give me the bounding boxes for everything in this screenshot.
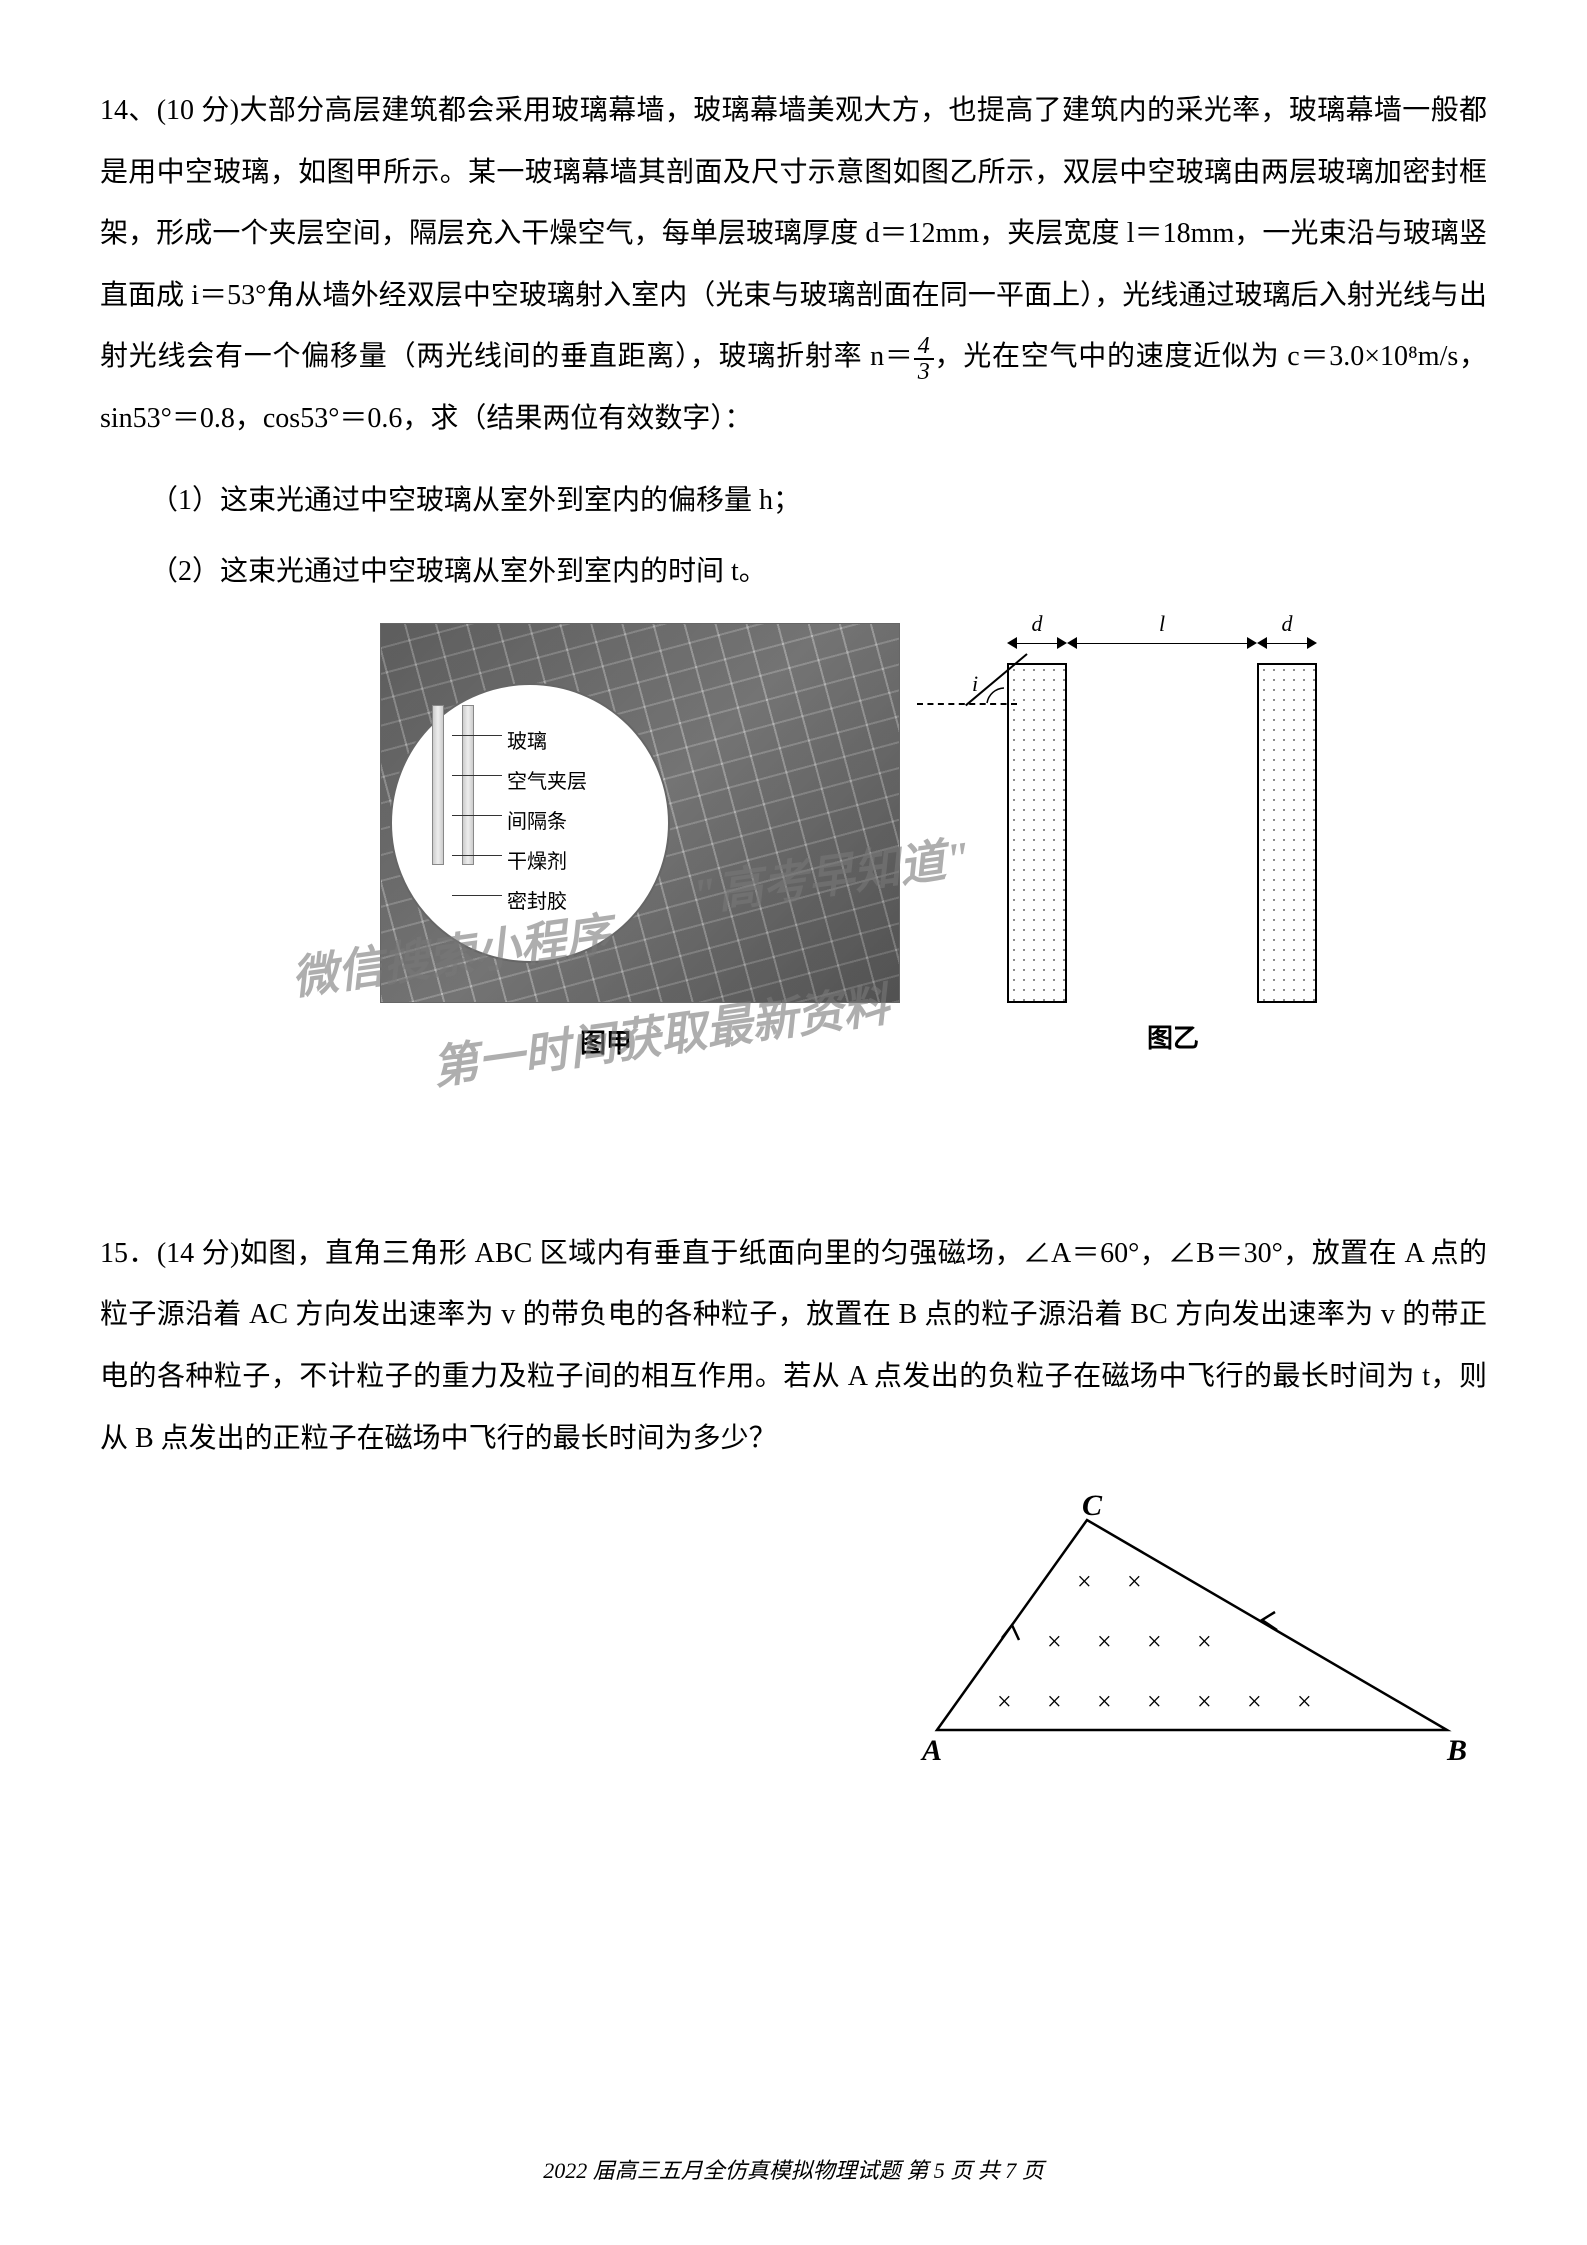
q14-sub1: （1）这束光通过中空玻璃从室外到室内的偏移量 h； — [100, 470, 1487, 532]
label-desiccant: 干燥剂 — [507, 845, 567, 874]
glass-rect-2 — [1257, 663, 1317, 1003]
cross-icon: × — [1297, 1687, 1312, 1716]
arrow-ac — [1002, 1625, 1019, 1640]
cross-icon: × — [1247, 1687, 1262, 1716]
label-line-4 — [452, 855, 502, 856]
cross-icon: × — [1077, 1567, 1092, 1596]
cross-icon: × — [1097, 1687, 1112, 1716]
page-footer: 2022 届高三五月全仿真模拟物理试题 第 5 页 共 7 页 — [0, 2153, 1587, 2185]
cross-icon: × — [1127, 1567, 1142, 1596]
dim-label-d2: d — [1282, 611, 1293, 637]
diagram-yi: d l d i 图乙 — [927, 623, 1387, 1043]
caption-jia: 图甲 — [580, 1023, 632, 1060]
cross-icon: × — [1197, 1627, 1212, 1656]
angle-arc — [982, 683, 1022, 723]
cross-icon: × — [1147, 1627, 1162, 1656]
fraction-num: 4 — [914, 334, 934, 360]
cross-icon: × — [1147, 1687, 1162, 1716]
label-line-1 — [452, 735, 502, 736]
dimension-d1: d — [1007, 633, 1067, 653]
label-air-layer: 空气夹层 — [507, 765, 587, 794]
cross-icon: × — [1047, 1687, 1062, 1716]
dimension-l: l — [1067, 633, 1257, 653]
glass-pane-right — [462, 705, 474, 865]
angle-label-i: i — [972, 671, 978, 697]
q14-sub2: （2）这束光通过中空玻璃从室外到室内的时间 t。 — [100, 541, 1487, 603]
label-sealant: 密封胶 — [507, 885, 567, 914]
dim-line-2 — [1075, 643, 1249, 645]
q14-text-main: 14、(10 分)大部分高层建筑都会采用玻璃幕墙，玻璃幕墙美观大方，也提高了建筑… — [100, 95, 1487, 372]
dimension-d2: d — [1257, 633, 1317, 653]
label-line-2 — [452, 775, 502, 776]
label-line-3 — [452, 815, 502, 816]
question-14: 14、(10 分)大部分高层建筑都会采用玻璃幕墙，玻璃幕墙美观大方，也提高了建筑… — [100, 80, 1487, 450]
cross-icon: × — [1097, 1627, 1112, 1656]
dim-label-l: l — [1159, 611, 1165, 637]
question-15: 15．(14 分)如图，直角三角形 ABC 区域内有垂直于纸面向里的匀强磁场，∠… — [100, 1223, 1487, 1469]
fraction-4-3: 43 — [914, 334, 934, 384]
label-spacer: 间隔条 — [507, 805, 567, 834]
label-line-5 — [452, 895, 502, 896]
label-glass: 玻璃 — [507, 725, 547, 754]
cross-icon: × — [1197, 1687, 1212, 1716]
glass-detail-circle: 玻璃 空气夹层 间隔条 干燥剂 密封胶 — [390, 683, 670, 963]
vertex-a-label: A — [920, 1734, 942, 1767]
dim-line-1 — [1015, 643, 1059, 645]
fraction-den: 3 — [914, 360, 934, 384]
dim-line-3 — [1265, 643, 1309, 645]
triangle-figure: × × × × × × × × × × × × × A B C — [887, 1490, 1487, 1770]
vertex-b-label: B — [1446, 1734, 1467, 1767]
triangle-svg: × × × × × × × × × × × × × A B C — [887, 1490, 1487, 1770]
glass-pane-left — [432, 705, 444, 865]
caption-yi: 图乙 — [1147, 1018, 1199, 1055]
triangle-path — [937, 1520, 1447, 1730]
dim-label-d1: d — [1032, 611, 1043, 637]
cross-icon: × — [1047, 1627, 1062, 1656]
cross-icon: × — [997, 1687, 1012, 1716]
figure-area-q14: 玻璃 空气夹层 间隔条 干燥剂 密封胶 图甲 d l d i 图乙 — [100, 623, 1487, 1123]
vertex-c-label: C — [1082, 1490, 1103, 1522]
